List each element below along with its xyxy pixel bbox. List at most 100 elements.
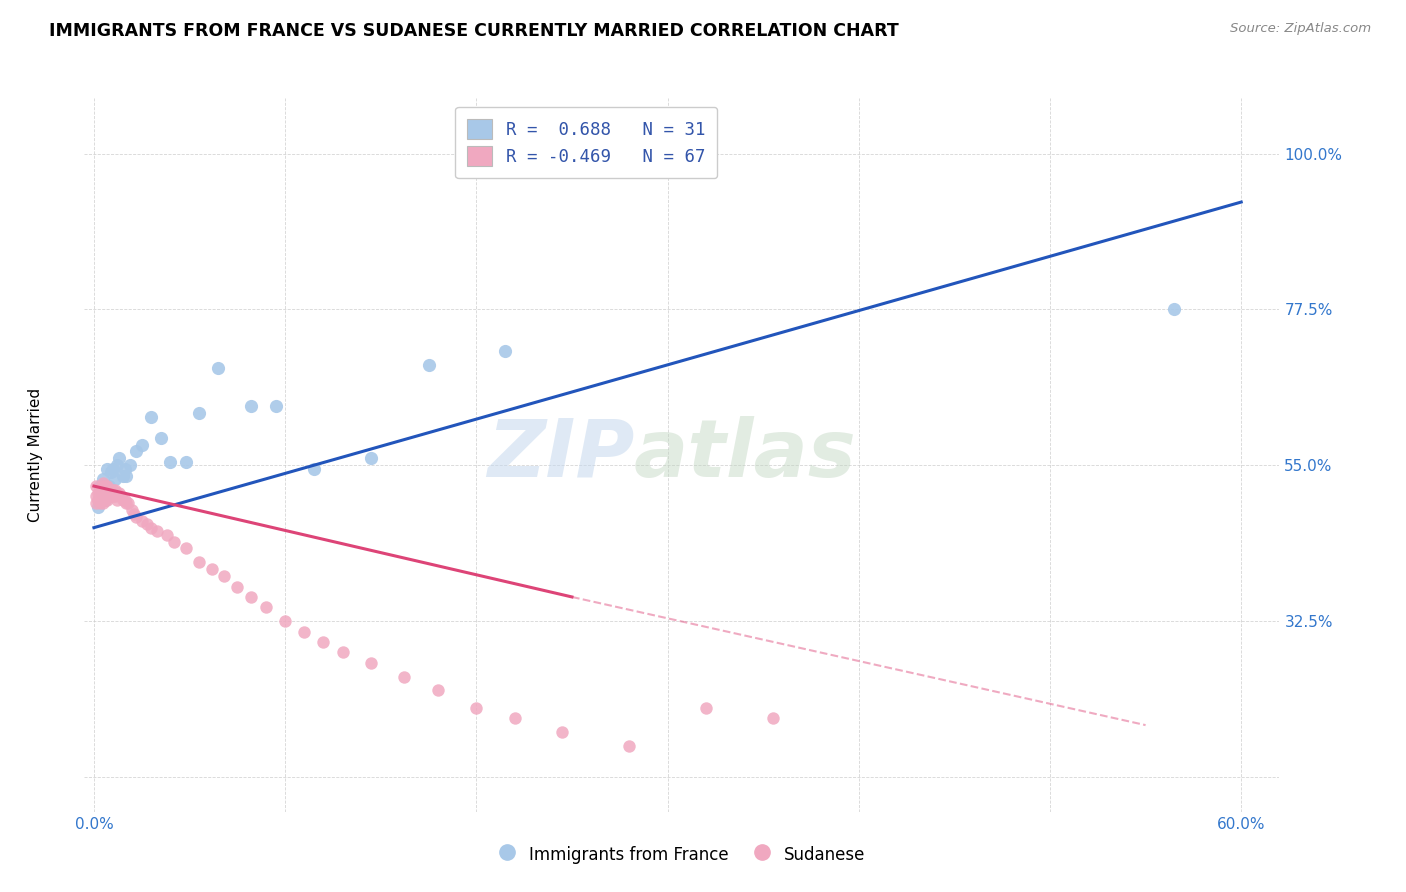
Point — [174, 455, 197, 469]
Point — [104, 483, 127, 497]
Point — [114, 492, 136, 507]
Text: Currently Married: Currently Married — [28, 388, 42, 522]
Point — [96, 486, 118, 500]
Point — [503, 711, 526, 725]
Point — [125, 444, 148, 458]
Point — [136, 517, 159, 532]
Point — [122, 507, 145, 521]
Point — [239, 590, 262, 604]
Point — [114, 462, 136, 476]
Point — [149, 431, 172, 445]
Point — [264, 400, 287, 414]
Point — [87, 500, 110, 514]
Point — [104, 472, 127, 486]
Point — [115, 496, 138, 510]
Point — [1163, 302, 1185, 317]
Point — [96, 462, 118, 476]
Point — [94, 486, 117, 500]
Point — [146, 524, 169, 538]
Point — [239, 400, 262, 414]
Point — [111, 468, 134, 483]
Point — [98, 479, 121, 493]
Point — [332, 645, 354, 659]
Text: ZIP: ZIP — [486, 416, 634, 494]
Text: atlas: atlas — [634, 416, 856, 494]
Point — [89, 479, 111, 493]
Point — [89, 496, 111, 510]
Point — [392, 670, 415, 684]
Point — [89, 483, 111, 497]
Point — [141, 521, 163, 535]
Point — [465, 700, 488, 714]
Point — [93, 472, 115, 486]
Point — [695, 700, 717, 714]
Point — [551, 725, 574, 739]
Point — [90, 486, 112, 500]
Point — [188, 406, 211, 420]
Point — [254, 600, 277, 615]
Point — [494, 343, 516, 358]
Point — [619, 739, 641, 753]
Point — [107, 451, 129, 466]
Point — [120, 458, 142, 473]
Point — [93, 490, 115, 504]
Point — [87, 492, 110, 507]
Point — [96, 479, 118, 493]
Point — [212, 569, 235, 583]
Point — [226, 580, 249, 594]
Point — [125, 510, 148, 524]
Point — [93, 475, 115, 490]
Point — [90, 479, 112, 493]
Point — [100, 490, 122, 504]
Point — [292, 624, 315, 639]
Point — [360, 451, 382, 466]
Point — [302, 462, 325, 476]
Point — [207, 361, 229, 376]
Point — [84, 479, 107, 493]
Point — [360, 656, 382, 670]
Point — [427, 683, 450, 698]
Point — [93, 496, 115, 510]
Point — [762, 711, 785, 725]
Point — [104, 490, 127, 504]
Text: Source: ZipAtlas.com: Source: ZipAtlas.com — [1230, 22, 1371, 36]
Point — [131, 437, 153, 451]
Point — [100, 483, 122, 497]
Point — [101, 483, 124, 497]
Point — [115, 468, 138, 483]
Point — [94, 492, 117, 507]
Point — [90, 492, 112, 507]
Point — [107, 486, 129, 500]
Point — [188, 555, 211, 569]
Point — [100, 465, 122, 479]
Point — [101, 490, 124, 504]
Point — [155, 527, 177, 541]
Point — [111, 492, 134, 507]
Point — [94, 479, 117, 493]
Point — [98, 490, 121, 504]
Point — [84, 496, 107, 510]
Point — [93, 483, 115, 497]
Point — [312, 635, 335, 649]
Text: IMMIGRANTS FROM FRANCE VS SUDANESE CURRENTLY MARRIED CORRELATION CHART: IMMIGRANTS FROM FRANCE VS SUDANESE CURRE… — [49, 22, 898, 40]
Point — [418, 358, 440, 372]
Point — [89, 490, 111, 504]
Point — [105, 492, 128, 507]
Point — [163, 534, 186, 549]
Point — [121, 503, 143, 517]
Point — [105, 458, 128, 473]
Point — [131, 514, 153, 528]
Point — [87, 492, 110, 507]
Legend: Immigrants from France, Sudanese: Immigrants from France, Sudanese — [492, 838, 872, 871]
Point — [274, 614, 297, 628]
Point — [98, 483, 121, 497]
Point — [201, 562, 224, 576]
Point — [101, 462, 124, 476]
Point — [117, 496, 139, 510]
Point — [84, 490, 107, 504]
Point — [159, 455, 181, 469]
Point — [90, 486, 112, 500]
Point — [110, 490, 132, 504]
Point — [94, 492, 117, 507]
Point — [174, 541, 197, 556]
